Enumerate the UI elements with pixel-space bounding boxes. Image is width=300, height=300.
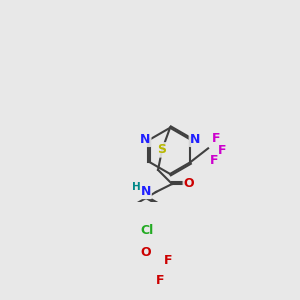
Text: Cl: Cl	[141, 224, 154, 237]
Text: N: N	[190, 133, 200, 146]
Text: S: S	[158, 143, 166, 156]
Text: O: O	[141, 246, 151, 259]
Text: F: F	[210, 154, 218, 167]
Text: F: F	[164, 254, 172, 267]
Text: F: F	[218, 144, 226, 157]
Text: H: H	[132, 182, 140, 192]
Text: N: N	[141, 185, 151, 199]
Text: F: F	[156, 274, 164, 287]
Text: N: N	[140, 133, 150, 146]
Text: O: O	[184, 178, 194, 190]
Text: F: F	[212, 132, 220, 145]
